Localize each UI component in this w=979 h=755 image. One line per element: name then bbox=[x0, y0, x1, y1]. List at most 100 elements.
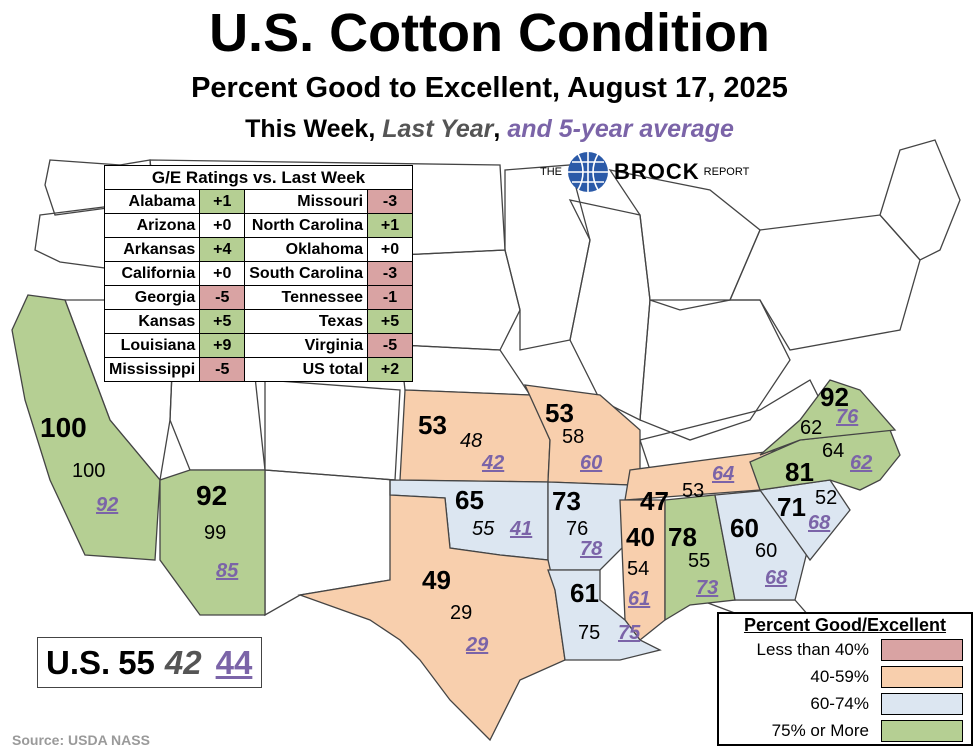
state-ok-this-week-value: 65 bbox=[455, 485, 484, 515]
table-state-cell: Virginia bbox=[244, 333, 369, 358]
state-ks-last-year-value: 48 bbox=[460, 430, 483, 452]
table-state-cell: Arkansas bbox=[103, 237, 201, 262]
table-row: Louisiana +9 Virginia -5 bbox=[103, 333, 414, 358]
state-tn-last-year-value: 53 bbox=[682, 480, 705, 502]
state-outline-wi-il bbox=[568, 199, 651, 422]
legend-swatch bbox=[881, 665, 963, 688]
state-al-this-week-value: 78 bbox=[668, 522, 697, 552]
table-row: Georgia -5 Tennessee -1 bbox=[103, 285, 414, 310]
table-change-cell: -5 bbox=[367, 333, 414, 358]
globe-icon bbox=[568, 152, 608, 192]
table-state-cell: Texas bbox=[244, 309, 369, 334]
state-ok-avg-value: 41 bbox=[510, 518, 533, 540]
legend-swatch bbox=[881, 638, 963, 661]
legend-label: 40-59% bbox=[810, 666, 869, 686]
state-outline-nd-sd bbox=[399, 249, 521, 351]
state-shape-tx bbox=[297, 480, 566, 742]
ge-ratings-table: G/E Ratings vs. Last Week Alabama +1 Misso… bbox=[103, 165, 414, 382]
state-tn-avg-value: 64 bbox=[712, 463, 735, 485]
table-change-cell: +5 bbox=[199, 309, 246, 334]
table-header-row: G/E Ratings vs. Last Week bbox=[103, 165, 414, 190]
legend-item: 75% or More bbox=[719, 717, 971, 744]
state-al-last-year-value: 55 bbox=[688, 550, 711, 572]
state-la-avg-value: 75 bbox=[618, 622, 641, 644]
us-avg-value: 44 bbox=[215, 643, 253, 681]
state-ga-avg-value: 68 bbox=[765, 567, 788, 589]
table-state-cell: North Carolina bbox=[244, 213, 369, 238]
state-tx-this-week-value: 49 bbox=[422, 565, 451, 595]
logo-prefix: THE bbox=[540, 166, 562, 178]
state-shape-al bbox=[664, 494, 736, 622]
table-row: Alabama +1 Missouri -3 bbox=[103, 189, 414, 214]
state-ar-this-week-value: 73 bbox=[552, 486, 581, 516]
table-state-cell: Oklahoma bbox=[244, 237, 369, 262]
state-ok-last-year-value: 55 bbox=[472, 518, 495, 540]
state-ar-avg-value: 78 bbox=[580, 538, 603, 560]
table-change-cell: +0 bbox=[367, 237, 414, 262]
us-label: U.S. bbox=[46, 643, 111, 681]
state-nc-this-week-value: 81 bbox=[785, 457, 814, 487]
logo-name: BROCK bbox=[614, 159, 700, 184]
state-ms-last-year-value: 54 bbox=[627, 558, 650, 580]
legend-item: Less than 40% bbox=[719, 636, 971, 663]
table-change-cell: +1 bbox=[199, 189, 246, 214]
state-va-last-year-value: 62 bbox=[800, 417, 823, 439]
legend: Percent Good/Excellent Less than 40% 40-5… bbox=[717, 612, 973, 746]
table-state-cell: Alabama bbox=[103, 189, 201, 214]
brock-logo: THE BROCK REPORT bbox=[540, 150, 749, 194]
state-sc-last-year-value: 52 bbox=[815, 487, 838, 509]
table-change-cell: -3 bbox=[367, 261, 414, 286]
state-sc-this-week-value: 71 bbox=[777, 492, 806, 522]
us-this-week-value: 55 bbox=[118, 643, 155, 681]
state-ca-avg-value: 92 bbox=[96, 494, 119, 516]
state-va-this-week-value: 92 bbox=[820, 382, 849, 412]
table-row: Arkansas +4 Oklahoma +0 bbox=[103, 237, 414, 262]
state-outline-pa-ny bbox=[729, 214, 921, 351]
state-shape-ar bbox=[547, 481, 631, 571]
table-row: California +0 South Carolina -3 bbox=[103, 261, 414, 286]
us-total-box: U.S. 55 42 44 bbox=[37, 637, 262, 688]
table-state-cell: Tennessee bbox=[244, 285, 369, 310]
table-change-cell: +0 bbox=[199, 261, 246, 286]
series-description: This Week, Last Year, and 5-year average bbox=[0, 115, 979, 144]
state-outline-wa bbox=[44, 159, 131, 216]
state-ga-last-year-value: 60 bbox=[755, 540, 778, 562]
table-change-cell: -5 bbox=[199, 357, 246, 382]
series-this-week-label: This Week bbox=[245, 115, 369, 143]
state-outline-new-england bbox=[879, 139, 961, 261]
state-sc-avg-value: 68 bbox=[808, 512, 831, 534]
table-body: Alabama +1 Missouri -3 Arizona +0 North Caroli… bbox=[103, 189, 414, 382]
table-state-cell: Kansas bbox=[103, 309, 201, 334]
legend-swatch bbox=[881, 719, 963, 742]
state-ms-this-week-value: 40 bbox=[626, 522, 655, 552]
table-change-cell: +9 bbox=[199, 333, 246, 358]
state-tx-avg-value: 29 bbox=[466, 634, 489, 656]
state-outline-in-oh bbox=[639, 299, 791, 441]
colored-states bbox=[11, 294, 901, 742]
state-ca-last-year-value: 100 bbox=[72, 460, 106, 482]
source-note: Source: USDA NASS bbox=[12, 732, 150, 748]
state-tn-this-week-value: 47 bbox=[640, 486, 669, 516]
state-mo-last-year-value: 58 bbox=[562, 426, 585, 448]
state-ar-last-year-value: 76 bbox=[566, 518, 589, 540]
chart-title: U.S. Cotton Condition bbox=[209, 3, 770, 63]
state-shape-va bbox=[759, 379, 897, 456]
logo-suffix: REPORT bbox=[703, 166, 750, 178]
state-mo-avg-value: 60 bbox=[580, 452, 603, 474]
state-nc-avg-value: 62 bbox=[850, 452, 873, 474]
state-az-avg-value: 85 bbox=[216, 560, 239, 582]
legend-swatch bbox=[881, 692, 963, 715]
legend-label: 75% or More bbox=[771, 720, 869, 740]
table-state-cell: Missouri bbox=[244, 189, 369, 214]
table-change-cell: -1 bbox=[367, 285, 414, 310]
series-separator: , bbox=[368, 115, 383, 143]
state-ms-avg-value: 61 bbox=[628, 588, 651, 610]
state-la-this-week-value: 61 bbox=[570, 578, 599, 608]
legend-label: Less than 40% bbox=[756, 639, 869, 659]
state-ca-this-week-value: 100 bbox=[40, 412, 87, 443]
table-change-cell: +1 bbox=[367, 213, 414, 238]
table-change-cell: -3 bbox=[367, 189, 414, 214]
table-state-cell: Louisiana bbox=[103, 333, 201, 358]
state-outline-co bbox=[264, 379, 401, 481]
